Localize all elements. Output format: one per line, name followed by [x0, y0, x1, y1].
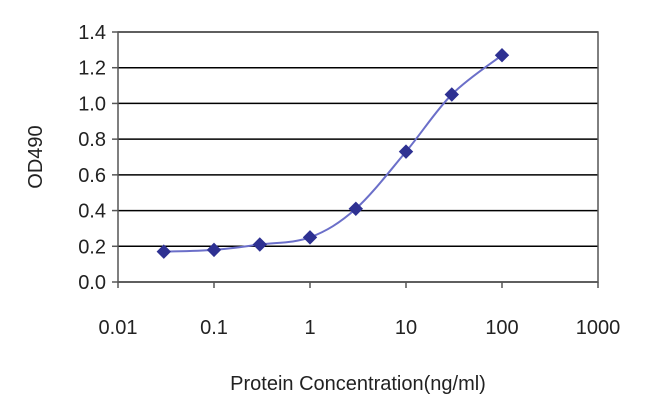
y-tick-label: 0.6 — [78, 165, 106, 187]
plot-area — [117, 31, 599, 283]
y-tick-label: 1.4 — [78, 22, 106, 44]
grid-lines — [118, 31, 598, 283]
data-point — [398, 144, 414, 159]
y-tick-label: 0.8 — [78, 129, 106, 151]
data-point — [252, 237, 268, 252]
y-axis-title: OD490 — [25, 125, 47, 188]
x-tick-label: 10 — [395, 317, 417, 339]
data-point — [302, 230, 318, 245]
data-point — [206, 242, 222, 258]
data-points — [156, 48, 510, 259]
y-tick-label: 1.0 — [78, 93, 106, 115]
x-tick-label: 0.1 — [200, 317, 228, 339]
x-axis-title: Protein Concentration(ng/ml) — [230, 373, 486, 395]
y-tick-label: 0.2 — [78, 236, 106, 258]
x-tick-label: 100 — [485, 317, 518, 339]
data-point — [348, 201, 364, 216]
x-axis-ticks: 0.01 0.1 1 10 100 1000 — [99, 282, 621, 339]
y-tick-label: 0.0 — [78, 272, 106, 294]
data-point — [444, 87, 460, 102]
x-tick-label: 1000 — [576, 317, 621, 339]
data-point — [494, 48, 510, 63]
x-tick-label: 0.01 — [99, 317, 138, 339]
y-tick-label: 1.2 — [78, 58, 106, 80]
y-axis-ticks: 0.0 0.2 0.4 0.6 0.8 1.0 1.2 1.4 — [78, 22, 118, 294]
y-tick-label: 0.4 — [78, 201, 106, 223]
data-point — [156, 244, 172, 259]
fit-curve — [163, 54, 503, 253]
x-tick-label: 1 — [304, 317, 315, 339]
